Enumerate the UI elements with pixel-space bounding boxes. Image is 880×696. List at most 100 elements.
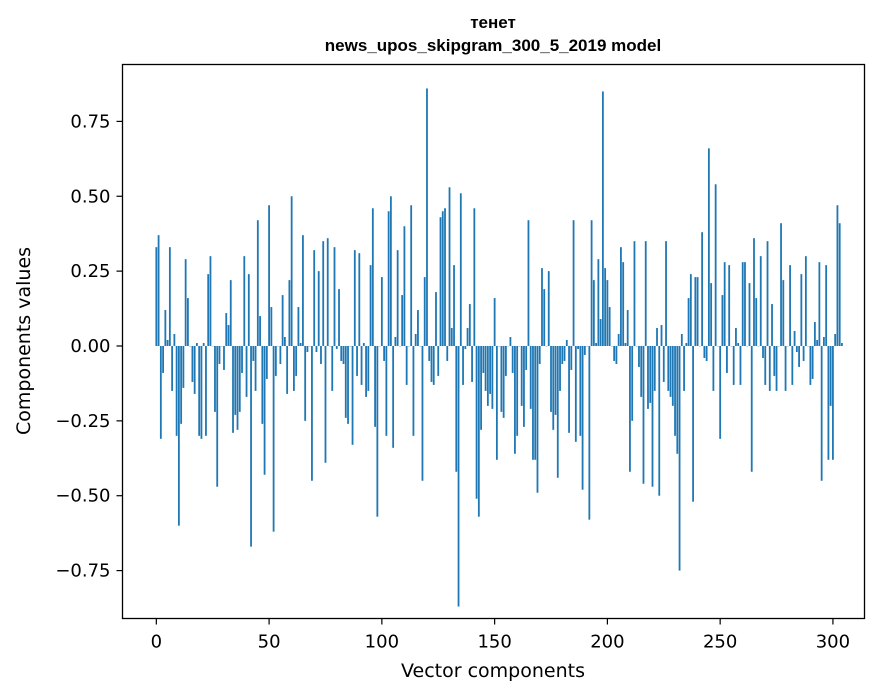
bar xyxy=(171,345,174,391)
bar xyxy=(811,345,814,379)
bar xyxy=(647,345,649,409)
bar xyxy=(475,345,478,499)
bar xyxy=(784,345,787,391)
bar xyxy=(164,310,167,346)
bar xyxy=(173,334,176,346)
bar xyxy=(444,208,446,346)
bar xyxy=(705,345,708,361)
bar xyxy=(293,345,295,391)
bar xyxy=(744,262,746,346)
y-tick-label: −0.50 xyxy=(55,486,110,507)
x-tick-label: 0 xyxy=(151,632,162,653)
bar xyxy=(184,259,187,346)
bar xyxy=(588,345,591,520)
bar xyxy=(265,345,268,379)
bar xyxy=(439,217,442,346)
bar xyxy=(771,304,773,346)
bar xyxy=(543,289,546,346)
bar xyxy=(773,345,776,376)
bar xyxy=(417,310,419,346)
bar xyxy=(299,343,302,346)
bar xyxy=(640,345,643,397)
bar xyxy=(613,345,616,361)
bar xyxy=(541,268,543,346)
bar xyxy=(227,325,230,346)
bar xyxy=(491,345,494,409)
bar xyxy=(342,345,345,364)
bar xyxy=(536,345,539,493)
bar xyxy=(286,345,289,394)
chart-title: тенет xyxy=(470,13,516,32)
bar xyxy=(437,345,440,376)
bar xyxy=(667,345,670,391)
bar xyxy=(825,265,828,346)
bar xyxy=(250,345,252,547)
bar xyxy=(462,345,464,385)
bar xyxy=(617,334,620,346)
bar xyxy=(207,274,210,346)
bar xyxy=(232,345,234,433)
bar xyxy=(527,220,530,346)
bar xyxy=(162,345,164,373)
bar xyxy=(762,345,764,358)
bar xyxy=(484,345,487,391)
bar xyxy=(577,345,579,349)
bar xyxy=(633,241,636,346)
y-tick-label: −0.25 xyxy=(55,411,110,432)
bar xyxy=(351,345,354,445)
bar xyxy=(525,345,528,370)
bar xyxy=(520,345,523,406)
bar xyxy=(482,345,485,373)
bar xyxy=(565,340,568,346)
bar xyxy=(198,345,201,436)
bar xyxy=(430,345,433,382)
bar xyxy=(829,345,832,406)
bar xyxy=(281,295,284,346)
bar xyxy=(552,345,555,430)
bar xyxy=(791,345,794,385)
x-tick-label: 200 xyxy=(590,632,624,653)
bar xyxy=(223,345,225,370)
bar xyxy=(410,205,413,346)
bar xyxy=(723,262,726,346)
x-tick-label: 100 xyxy=(365,632,399,653)
bar xyxy=(177,345,180,526)
bar xyxy=(311,345,313,481)
bar xyxy=(241,345,243,373)
bar xyxy=(365,345,367,397)
bar xyxy=(556,345,559,478)
bar xyxy=(247,274,250,346)
bar xyxy=(780,223,782,346)
bar xyxy=(599,319,602,346)
bar xyxy=(615,345,618,364)
bar xyxy=(505,345,507,376)
bar xyxy=(775,345,778,391)
bar xyxy=(486,345,489,406)
bar xyxy=(155,247,158,346)
bar xyxy=(450,328,453,346)
bar xyxy=(495,345,498,460)
bar xyxy=(441,211,444,346)
bar xyxy=(279,345,282,364)
bar xyxy=(703,345,706,358)
bar xyxy=(624,343,627,346)
bar xyxy=(455,345,458,472)
bar xyxy=(317,271,320,346)
x-tick-label: 250 xyxy=(703,632,737,653)
bar xyxy=(493,298,496,346)
bar xyxy=(601,91,604,346)
bar xyxy=(175,345,178,436)
bar xyxy=(403,226,406,346)
bar xyxy=(159,345,162,439)
bar xyxy=(473,208,476,346)
bar xyxy=(726,345,728,373)
bar xyxy=(748,283,751,346)
bar xyxy=(696,277,699,346)
bar xyxy=(719,345,722,439)
bar xyxy=(838,223,841,346)
bar xyxy=(252,345,255,361)
bar xyxy=(432,345,435,385)
bar xyxy=(209,256,212,346)
bar xyxy=(238,345,241,412)
bar xyxy=(802,345,805,361)
